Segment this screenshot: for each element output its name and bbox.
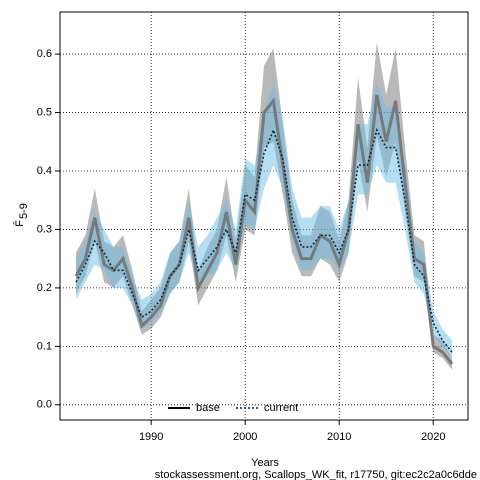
x-tick-label: 2000 [233,431,257,443]
legend-label: base [196,402,220,414]
legend-label: current [264,402,298,414]
footnote: stockassessment.org, Scallops_WK_fit, r1… [155,469,477,480]
series-line [74,94,454,365]
confidence-band [75,83,453,359]
x-axis-label: Years [251,457,279,469]
y-tick-label: 0.4 [37,165,52,177]
y-tick-label: 0.3 [37,223,52,235]
y-tick-label: 0.6 [37,48,52,60]
series-line [75,127,453,353]
y-tick-label: 0.1 [37,340,52,352]
plot-frame [59,11,469,421]
y-axis-label-sub: 5-9 [18,203,30,219]
x-tick-label: 2020 [421,431,445,443]
y-tick-label: 0.0 [37,399,52,411]
y-tick-label: 0.5 [37,106,52,118]
y-tick-label: 0.2 [37,282,52,294]
x-tick-label: 2010 [327,431,351,443]
y-axis-label: F̄ [13,220,26,227]
y-axis-label-group: F̄ 5-9 [13,203,30,227]
x-tick-label: 1990 [139,431,163,443]
